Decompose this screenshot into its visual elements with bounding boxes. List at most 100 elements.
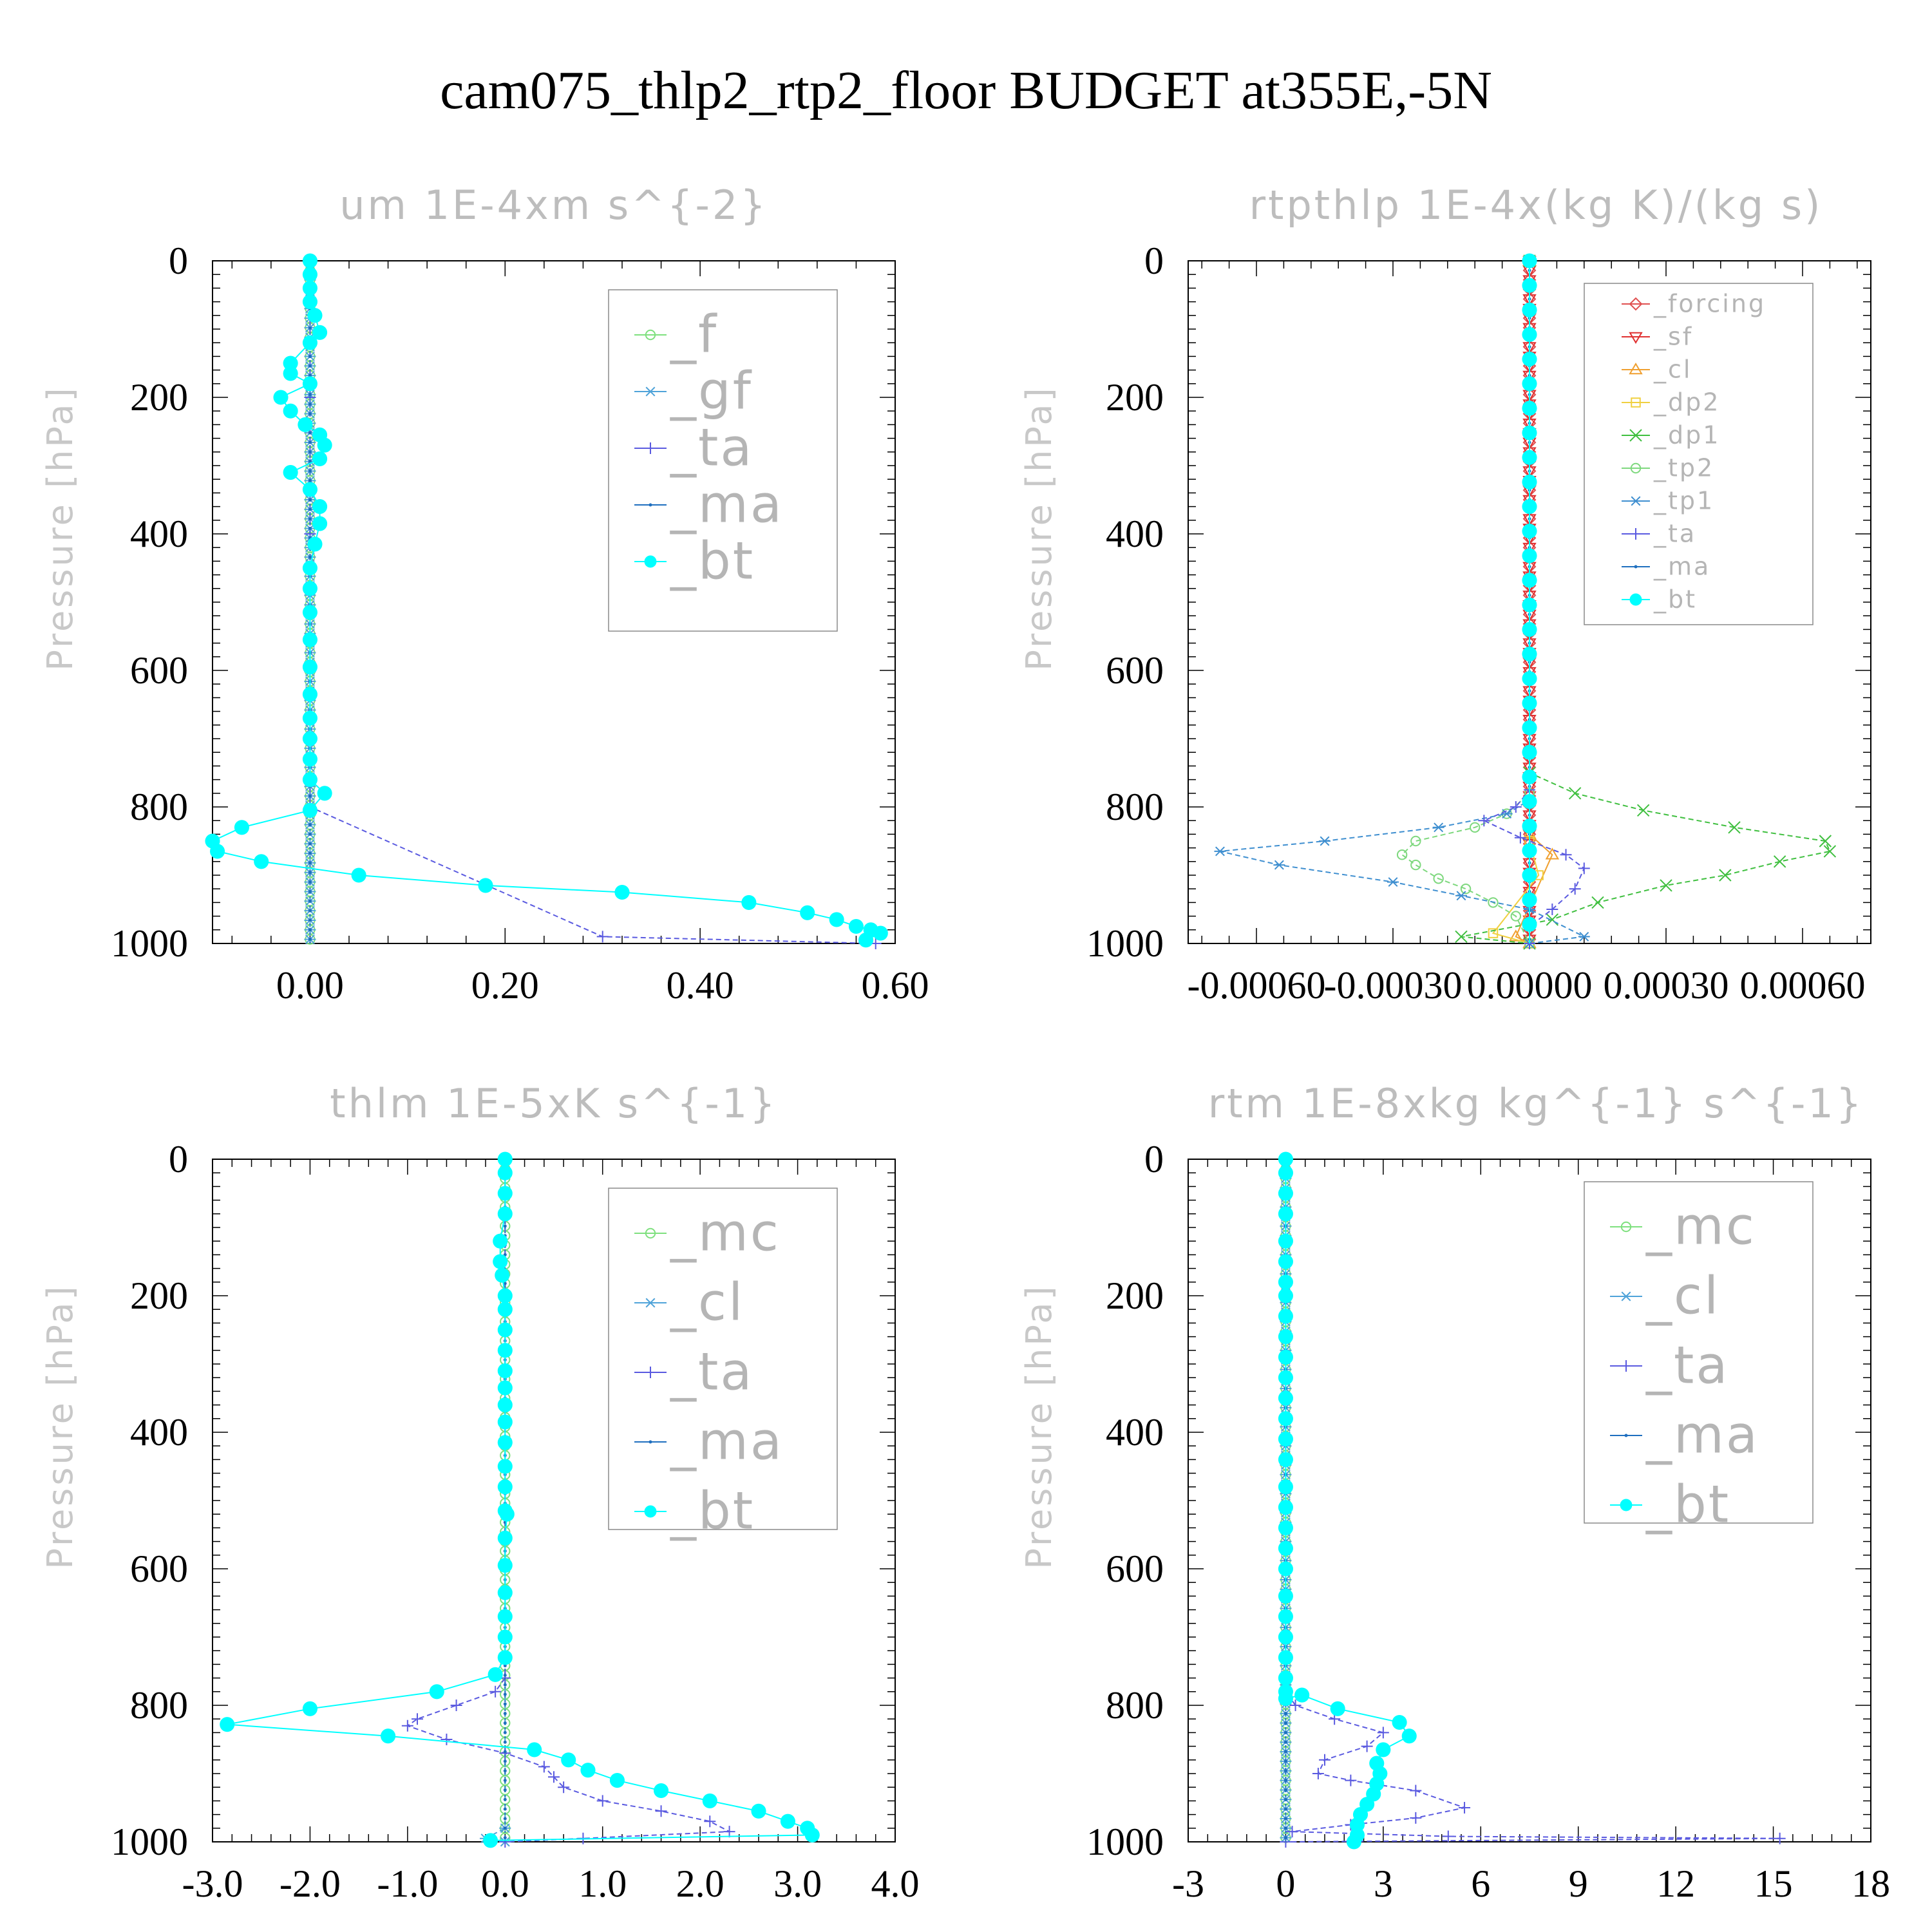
legend-marker xyxy=(1629,363,1643,375)
y-axis-label: Pressure [hPa] xyxy=(1019,1283,1059,1569)
series-marker xyxy=(614,884,630,900)
legend-marker xyxy=(645,442,656,454)
series-marker xyxy=(308,555,312,559)
series-marker xyxy=(1522,499,1537,515)
legend-frame xyxy=(608,1188,838,1530)
legend-label: _ma xyxy=(1645,1405,1759,1464)
legend-marker xyxy=(1629,297,1643,311)
series-marker xyxy=(308,364,312,368)
series-marker xyxy=(538,1761,550,1773)
series-marker xyxy=(302,772,317,788)
series-marker xyxy=(1278,1288,1293,1303)
series-marker xyxy=(1522,720,1537,735)
series-marker xyxy=(1660,879,1672,892)
series-marker xyxy=(503,1683,507,1687)
series-marker xyxy=(497,1380,513,1396)
series-marker xyxy=(1278,1540,1293,1556)
legend-label: _bt xyxy=(1653,585,1697,614)
y-tick-label: 800 xyxy=(130,1684,188,1727)
series-marker xyxy=(1401,1728,1417,1744)
series-marker xyxy=(1819,835,1832,848)
y-tick-label: 0 xyxy=(169,1138,188,1180)
series-marker xyxy=(308,450,312,454)
series-line xyxy=(1220,261,1587,944)
panel-title: um 1E-4xm s^{-2} xyxy=(339,182,768,229)
series-marker xyxy=(1289,1700,1302,1711)
series-marker xyxy=(302,376,317,392)
series-marker xyxy=(308,412,312,415)
series-marker xyxy=(1283,1807,1287,1811)
legend-item: _mc xyxy=(1610,1196,1754,1256)
series-marker xyxy=(1522,548,1537,564)
series-marker xyxy=(497,1629,513,1645)
legend-marker xyxy=(649,503,652,507)
series-marker xyxy=(1522,769,1537,784)
series-marker xyxy=(302,710,317,726)
series-marker xyxy=(503,1788,507,1792)
series-marker xyxy=(655,1805,667,1817)
series-marker xyxy=(1522,352,1537,367)
series-marker xyxy=(1273,860,1285,870)
series-marker xyxy=(302,482,317,497)
series-marker xyxy=(308,851,312,855)
series-marker xyxy=(483,1833,498,1848)
series-marker xyxy=(503,1797,507,1801)
legend-marker xyxy=(1630,528,1642,540)
x-tick-label: 6 xyxy=(1471,1862,1490,1905)
series-marker xyxy=(497,1397,513,1413)
series-marker xyxy=(283,465,298,480)
series-marker xyxy=(1283,1788,1287,1792)
series-marker xyxy=(283,355,298,371)
legend: _f_gf_ta_ma_bt xyxy=(608,289,838,632)
legend-marker xyxy=(1629,429,1642,442)
x-tick-label: -0.00060 xyxy=(1188,964,1326,1007)
series-marker xyxy=(503,1702,507,1706)
series-marker xyxy=(1522,376,1537,392)
series-marker xyxy=(298,417,313,432)
series-marker xyxy=(273,390,289,405)
legend-label: _dp1 xyxy=(1653,421,1720,450)
series-marker xyxy=(302,731,317,746)
legend-item: _ma xyxy=(634,474,782,534)
legend-item: _ta xyxy=(1610,1335,1727,1395)
series-marker xyxy=(503,1692,507,1696)
series-marker xyxy=(780,1814,795,1829)
x-tick-label: 9 xyxy=(1569,1862,1588,1905)
y-tick-label: 400 xyxy=(1106,1411,1164,1454)
series-marker xyxy=(873,925,888,941)
series-marker xyxy=(1396,849,1408,860)
legend-label: _dp2 xyxy=(1653,388,1720,417)
series-tp1 xyxy=(1214,256,1590,949)
series-marker xyxy=(1278,1520,1293,1535)
series-marker xyxy=(1501,809,1513,819)
series-marker xyxy=(723,1826,735,1838)
series-marker xyxy=(497,1459,513,1474)
y-tick-label: 400 xyxy=(1106,513,1164,555)
series-marker xyxy=(308,861,312,865)
legend-marker xyxy=(645,1298,656,1308)
series-marker xyxy=(800,905,815,920)
series-marker xyxy=(308,431,312,435)
series-marker xyxy=(1442,1830,1454,1842)
series-marker xyxy=(493,1233,508,1249)
legend-marker xyxy=(1624,1434,1628,1437)
legend-label: _cl xyxy=(1645,1265,1720,1325)
series-marker xyxy=(1478,815,1490,827)
legend-marker xyxy=(645,386,656,397)
series-marker xyxy=(489,1685,502,1698)
series-marker xyxy=(1278,1233,1293,1249)
series-marker xyxy=(1278,1479,1293,1495)
series-marker xyxy=(1719,869,1732,882)
series-marker xyxy=(308,928,312,932)
series-marker xyxy=(493,1254,508,1269)
panel-thlm: thlm 1E-5xK s^{-1} Pressure [hPa] 0 200 40… xyxy=(40,1080,920,1905)
series-marker xyxy=(1522,892,1537,907)
series-marker xyxy=(1283,1779,1287,1783)
series-marker xyxy=(1460,884,1472,895)
series-marker xyxy=(1569,883,1581,895)
series-marker xyxy=(497,1558,513,1573)
series-bt xyxy=(1522,253,1537,943)
series-marker xyxy=(580,1763,596,1778)
series-marker xyxy=(1278,1329,1293,1345)
legend-item: _dp2 xyxy=(1622,388,1720,417)
